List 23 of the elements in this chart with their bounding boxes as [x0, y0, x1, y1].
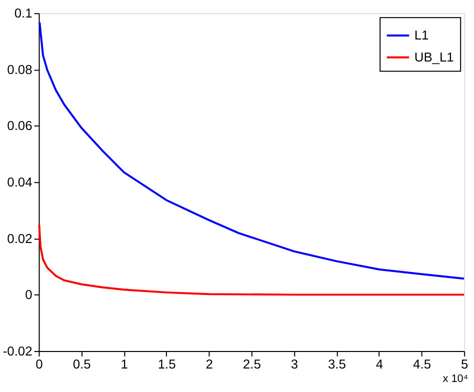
line-series	[38, 21, 466, 280]
y-tick-label: 0.06	[7, 118, 32, 134]
legend-label: UB_L1	[414, 49, 454, 64]
x-tick-label: 0.5	[72, 356, 91, 372]
x-tick-label: 2	[206, 356, 213, 372]
y-tick-label: 0.08	[7, 62, 32, 77]
x-tick-label: 2.5	[242, 356, 261, 372]
y-tick-label: 0	[25, 287, 32, 302]
x-tick-label: 4.5	[413, 356, 432, 372]
y-tick-label: 0.02	[7, 230, 32, 246]
x-tick-label: 3.5	[328, 356, 346, 372]
x-tick-label: 1.5	[158, 356, 176, 372]
legend-label: L1	[414, 27, 429, 42]
x-tick-label: 5	[460, 356, 468, 372]
text: x 10⁴	[442, 372, 468, 385]
x-tick-label: 0	[36, 356, 43, 372]
y-tick-label: 0.1	[14, 6, 32, 21]
x-tick-label: 3	[290, 356, 298, 372]
line-series	[38, 224, 466, 296]
x-tick-label: 4	[376, 356, 384, 372]
x-tick-label: 1	[120, 356, 128, 372]
y-tick-label: -0.02	[2, 343, 32, 358]
y-tick-label: 0.04	[7, 174, 32, 190]
